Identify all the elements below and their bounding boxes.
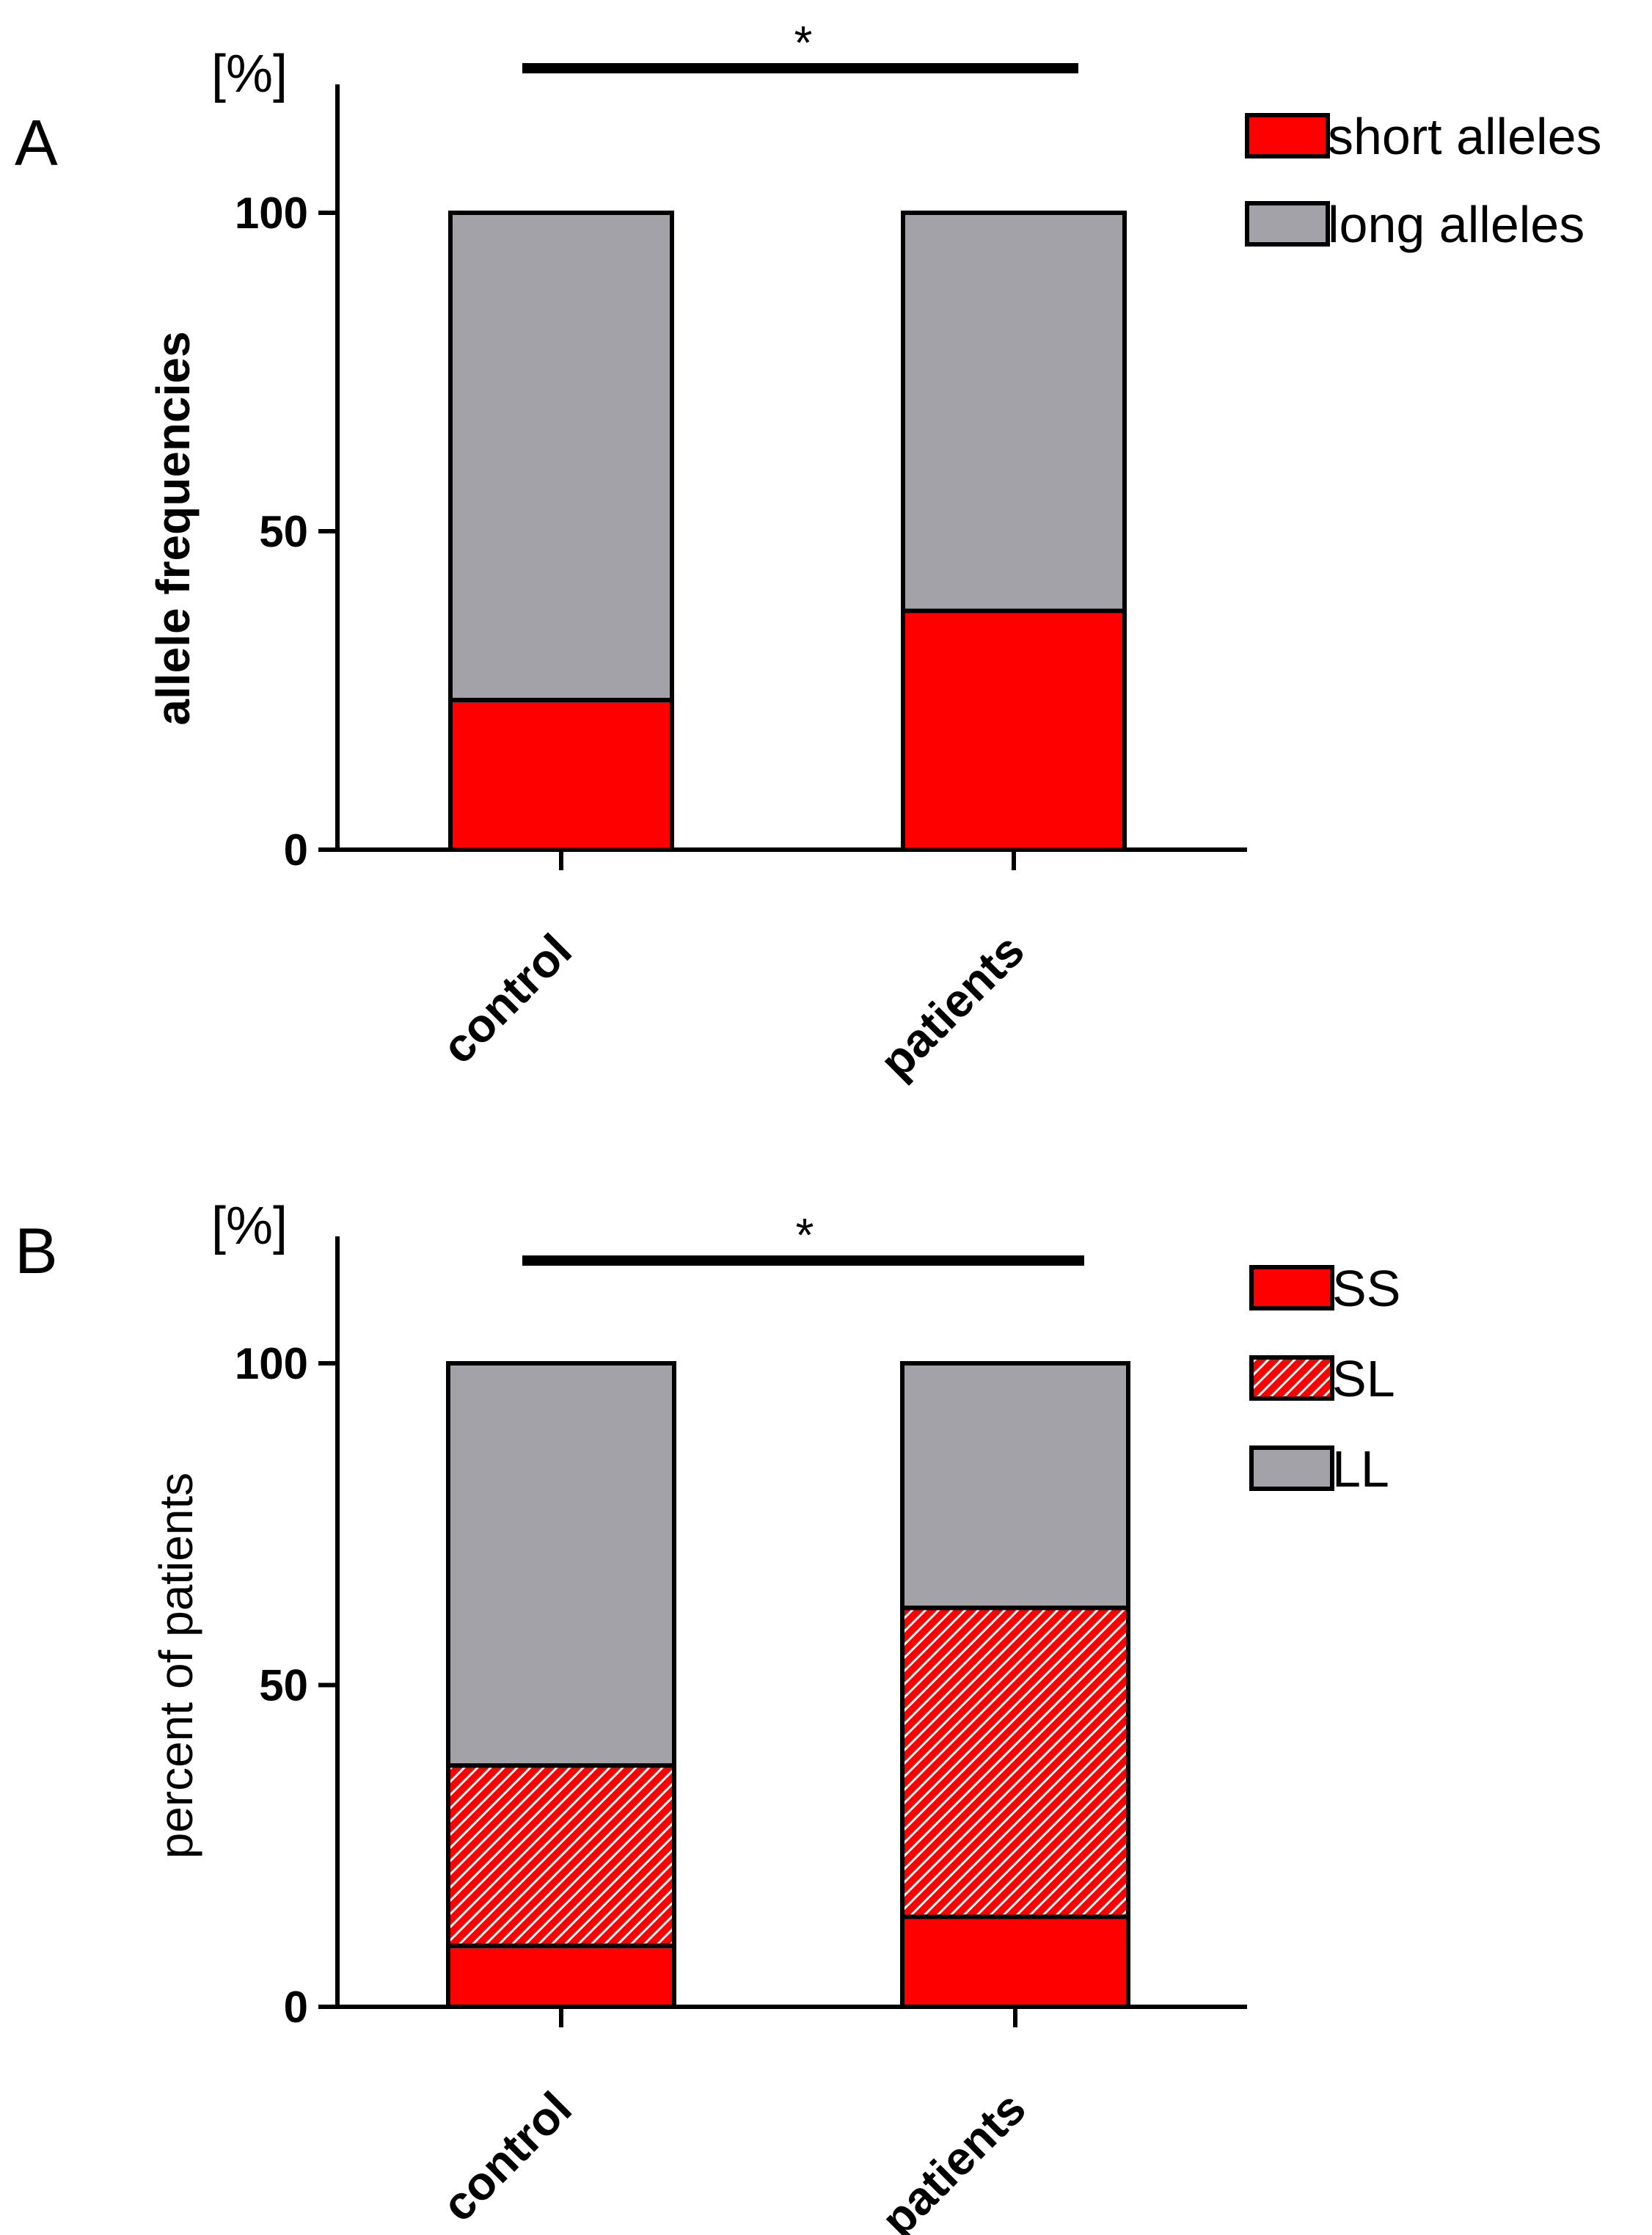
bar-control-ll: [446, 1361, 676, 1768]
legend-swatch-short-alleles: [1245, 113, 1330, 158]
bar-patients-short-alleles: [901, 608, 1127, 852]
x-tick-label-control: control: [432, 924, 582, 1073]
y-tick-label-100: 100: [235, 1339, 308, 1388]
y-tick-label-50: 50: [259, 1661, 308, 1710]
y-tick-label-50: 50: [259, 507, 308, 556]
panel-letter-a: A: [15, 106, 58, 179]
bar-control-sl: [446, 1763, 676, 1948]
panel-a: A [%] allele frequencies 0 50 100 control p…: [15, 16, 1602, 1088]
panel-b: B [%] percent of patients 0 50 100 control…: [15, 1197, 1400, 2235]
legend-label-ll: LL: [1332, 1440, 1389, 1498]
bar-patients-ss: [900, 1914, 1130, 2009]
legend-label-long-alleles: long alleles: [1328, 196, 1585, 253]
legend-swatch-ll: [1249, 1445, 1334, 1491]
legend-label-sl: SL: [1332, 1350, 1395, 1407]
x-tick-label-patients: patients: [871, 2082, 1035, 2235]
y-tick-label-100: 100: [235, 189, 308, 238]
y-tick-label-0: 0: [284, 1983, 308, 2032]
legend-label-ss: SS: [1332, 1260, 1400, 1317]
bar-patients-ll: [900, 1361, 1130, 1611]
bar-control-ss: [446, 1943, 676, 2010]
y-tick-label-0: 0: [284, 825, 308, 875]
x-tick-label-patients: patients: [869, 924, 1034, 1088]
bar-patients-sl: [900, 1605, 1130, 1919]
bar-control-long-alleles: [448, 211, 674, 703]
legend-swatch-sl: [1249, 1355, 1334, 1401]
panel-b-legend: SS SL LL: [1249, 1260, 1400, 1498]
bar-control-short-alleles: [448, 698, 674, 853]
legend-swatch-ss: [1249, 1265, 1334, 1310]
panel-a-legend: short alleles long alleles: [1245, 108, 1602, 253]
panel-a-significance-star: *: [794, 16, 813, 69]
legend-label-short-alleles: short alleles: [1328, 108, 1602, 165]
bar-patients-long-alleles: [901, 211, 1127, 613]
x-tick-label-control: control: [432, 2082, 582, 2231]
panel-letter-b: B: [15, 1214, 58, 1287]
panel-b-significance-star: *: [796, 1208, 814, 1261]
panel-b-y-axis-label: percent of patients: [150, 1473, 202, 1859]
panel-b-unit-label: [%]: [211, 1197, 288, 1255]
panel-a-unit-label: [%]: [211, 45, 288, 103]
panel-a-y-axis-label: allele frequencies: [147, 331, 200, 725]
legend-swatch-long-alleles: [1245, 201, 1330, 247]
